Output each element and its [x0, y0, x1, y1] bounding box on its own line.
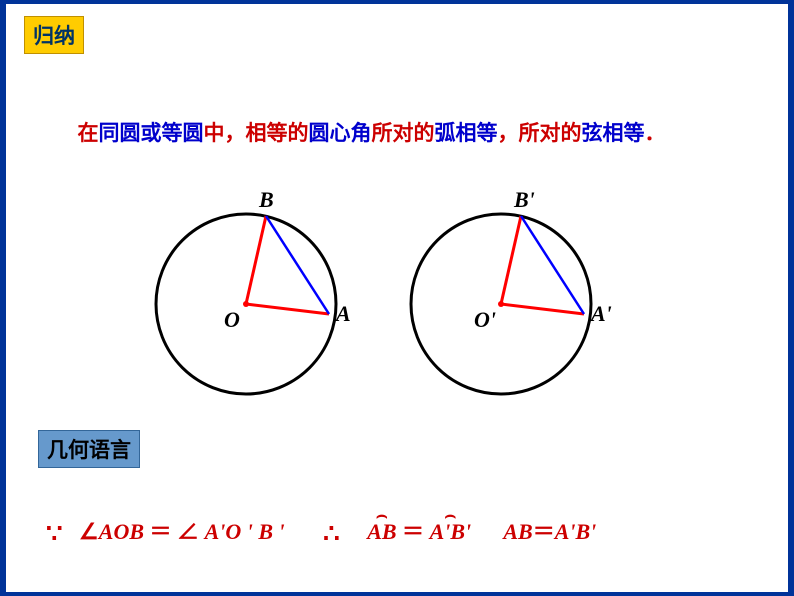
since-symbol: ∵ [46, 519, 63, 549]
t-seg6: 弧相等 [435, 121, 498, 145]
label-O-right: O' [474, 307, 496, 333]
t-seg9: ． [645, 121, 666, 145]
angle-sym-1: ∠ [79, 519, 99, 544]
t-seg2: 同圆或等圆 [99, 121, 204, 145]
t-seg7: ，所对的 [498, 121, 582, 145]
t-seg5: 所对的 [372, 121, 435, 145]
t-seg8: 弦相等 [582, 121, 645, 145]
chord-eq: ＝ [533, 519, 555, 544]
label-A-right: A' [591, 301, 612, 327]
chord-lhs: AB [503, 519, 532, 544]
diagram-area: B A O B' A' O' [126, 199, 686, 414]
label-A-left: A [336, 301, 351, 327]
t-seg1: 在 [78, 121, 99, 145]
angle-lhs: AOB [99, 519, 144, 544]
summary-badge: 归纳 [24, 16, 84, 54]
theorem-text: 在同圆或等圆中，相等的圆心角所对的弧相等，所对的弦相等． [46, 110, 746, 156]
arc-mark-2: ⌢ [444, 505, 456, 526]
t-seg3: 中，相等的 [204, 121, 309, 145]
eq-1: ＝ [144, 519, 177, 544]
label-B-left: B [259, 187, 274, 213]
angle-rhs: A'O ' B ' [205, 519, 285, 544]
therefore-symbol: ∴ [323, 519, 340, 549]
arc-rhs-group: ⌢ A'B' [430, 519, 472, 545]
arc-lhs-group: ⌢ AB [367, 519, 396, 545]
label-B-right: B' [514, 187, 535, 213]
t-seg4: 圆心角 [309, 121, 372, 145]
label-O-left: O [224, 307, 240, 333]
eq-2: ＝ [402, 519, 430, 544]
slide-page: 归纳 在同圆或等圆中，相等的圆心角所对的弧相等，所对的弦相等． B A O B'… [6, 4, 788, 592]
angle-sym-2: ∠ [177, 519, 199, 544]
arc-mark-1: ⌢ [376, 505, 388, 526]
geom-language-badge: 几何语言 [38, 430, 140, 468]
math-line: ∵ ∠AOB ＝ ∠ A'O ' B ' ∴ ⌢ AB ＝ ⌢ A'B' AB＝… [46, 514, 766, 549]
chord-rhs: A'B' [555, 519, 597, 544]
